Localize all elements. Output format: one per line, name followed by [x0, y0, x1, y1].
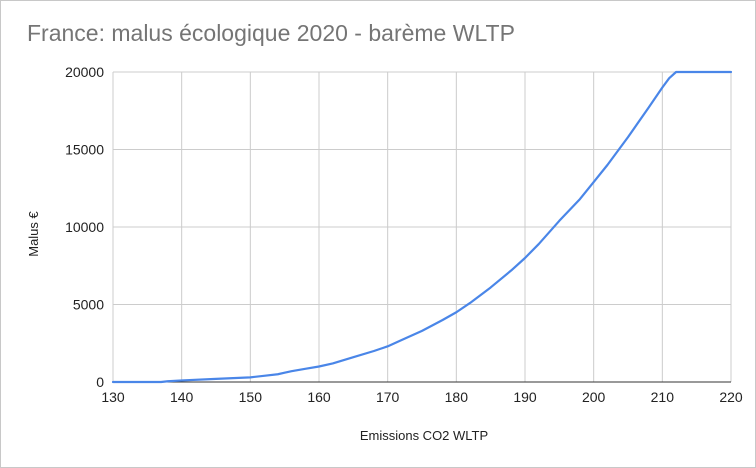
x-tick-label: 170	[376, 389, 400, 405]
x-tick-label: 220	[719, 389, 743, 405]
y-tick-labels: 0 5000 10000 15000 20000	[65, 64, 104, 390]
y-tick-label: 10000	[65, 219, 104, 235]
x-tick-label: 210	[651, 389, 675, 405]
x-tick-label: 200	[582, 389, 606, 405]
x-tick-label: 180	[445, 389, 469, 405]
y-tick-label: 20000	[65, 64, 104, 80]
x-tick-label: 130	[101, 389, 125, 405]
y-axis-label: Malus €	[26, 210, 41, 256]
y-tick-label: 0	[96, 374, 104, 390]
x-axis-label: Emissions CO2 WLTP	[360, 428, 488, 443]
x-tick-labels: 130 140 150 160 170 180 190 200 210 220	[101, 389, 743, 405]
y-tick-label: 15000	[65, 142, 104, 158]
x-tick-label: 160	[307, 389, 331, 405]
x-tick-label: 150	[239, 389, 263, 405]
x-tick-label: 140	[170, 389, 194, 405]
y-tick-label: 5000	[73, 297, 104, 313]
gridlines	[112, 71, 732, 383]
x-tick-label: 190	[513, 389, 537, 405]
series-line	[111, 70, 733, 384]
chart-title: France: malus écologique 2020 - barème W…	[27, 20, 515, 46]
